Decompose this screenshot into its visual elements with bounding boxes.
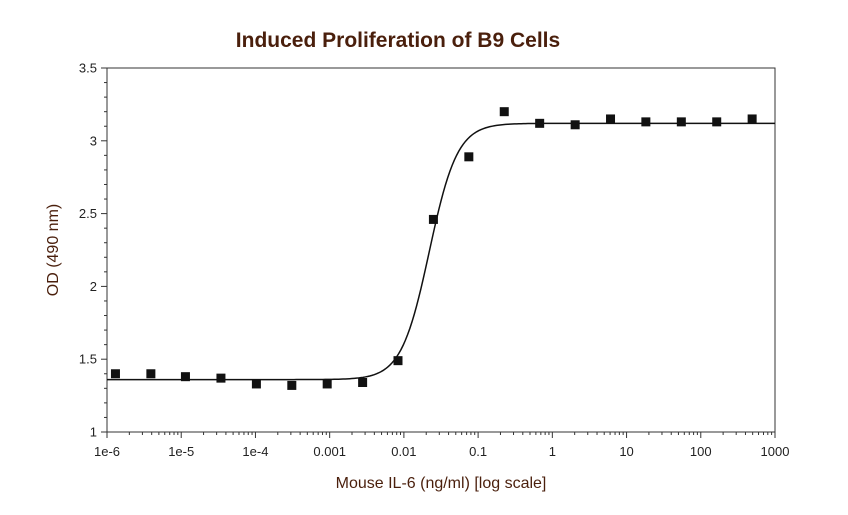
data-point <box>641 117 651 127</box>
y-axis-ticks: 1 1.5 2 2.5 3 3.5 <box>79 61 107 440</box>
y-tick-label: 1.5 <box>79 352 97 367</box>
data-point <box>146 369 156 379</box>
fit-curve-layer <box>107 122 775 381</box>
x-tick-label: 1e-4 <box>242 444 268 459</box>
data-point <box>110 369 120 379</box>
data-point <box>712 117 722 127</box>
y-tick-label: 2 <box>90 279 97 294</box>
data-point <box>570 120 580 130</box>
chart-title: Induced Proliferation of B9 Cells <box>236 29 560 52</box>
fit-curve <box>107 122 775 381</box>
data-point <box>464 152 474 162</box>
x-tick-label: 10 <box>619 444 633 459</box>
x-tick-label: 1000 <box>761 444 790 459</box>
data-point <box>606 114 616 124</box>
data-point <box>251 379 261 389</box>
y-tick-label: 3 <box>90 133 97 148</box>
data-point <box>747 114 757 124</box>
data-point <box>428 214 438 224</box>
data-point <box>180 372 190 382</box>
data-point <box>216 373 226 383</box>
x-tick-label: 0.01 <box>391 444 416 459</box>
y-tick-label: 1 <box>90 425 97 440</box>
plot-frame <box>106 67 776 433</box>
data-point <box>676 117 686 127</box>
x-tick-label: 0.1 <box>469 444 487 459</box>
x-tick-label: 1e-5 <box>168 444 194 459</box>
data-point <box>287 380 297 390</box>
y-axis-label: OD (490 nm) <box>45 204 62 296</box>
data-point <box>358 378 368 387</box>
x-axis-ticks: 1e-6 1e-5 1e-4 0.001 0.01 0.1 1 10 100 1000 <box>94 432 789 459</box>
y-tick-label: 3.5 <box>79 61 97 76</box>
x-tick-label: 1 <box>549 444 556 459</box>
data-point <box>322 379 332 389</box>
data-point <box>393 356 403 366</box>
x-axis-label: Mouse IL-6 (ng/ml) [log scale] <box>336 475 547 492</box>
x-tick-label: 100 <box>690 444 712 459</box>
data-point <box>499 107 509 117</box>
x-tick-label: 0.001 <box>313 444 346 459</box>
y-tick-label: 2.5 <box>79 206 97 221</box>
data-points <box>110 107 757 390</box>
x-tick-label: 1e-6 <box>94 444 120 459</box>
data-point <box>535 118 545 128</box>
